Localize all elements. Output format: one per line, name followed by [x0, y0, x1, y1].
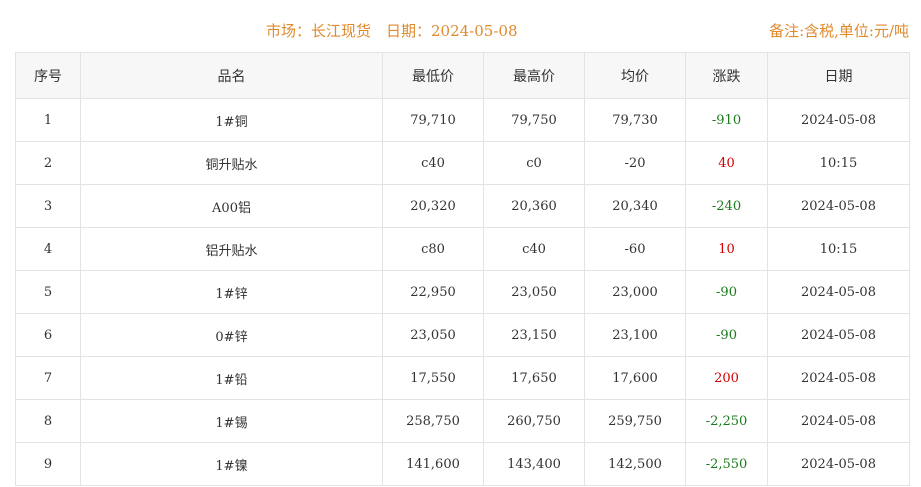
table-cell: c40: [382, 141, 484, 185]
table-cell: 23,100: [584, 313, 686, 357]
table-cell: 141,600: [382, 442, 484, 486]
table-cell: 2024-05-08: [767, 184, 910, 228]
table-cell: 23,150: [483, 313, 585, 357]
column-header: 均价: [584, 52, 686, 99]
table-cell: 40: [685, 141, 768, 185]
column-header: 涨跌: [685, 52, 768, 99]
table-cell: 1#铜: [80, 98, 383, 142]
table-cell: 4: [15, 227, 81, 271]
table-row: 8 1#锡 258,750 260,750 259,750 -2,250 2024-05-0…: [15, 399, 910, 443]
table-cell: 79,710: [382, 98, 484, 142]
table-cell: 铜升贴水: [80, 141, 383, 185]
table-cell: 3: [15, 184, 81, 228]
table-cell: 20,320: [382, 184, 484, 228]
table-cell: 17,650: [483, 356, 585, 400]
table-cell: 10:15: [767, 141, 910, 185]
table-cell: 17,550: [382, 356, 484, 400]
table-cell: 铝升贴水: [80, 227, 383, 271]
table-row: 3 A00铝 20,320 20,360 20,340 -240 2024-05-08: [15, 184, 910, 228]
page-header: 市场：长江现货 日期：2024-05-08 备注:含税,单位:元/吨: [0, 20, 921, 44]
table-cell: 17,600: [584, 356, 686, 400]
column-header: 序号: [15, 52, 81, 99]
table-row: 4 铝升贴水 c80 c40 -60 10 10:15: [15, 227, 910, 271]
table-cell: 1#镍: [80, 442, 383, 486]
table-cell: c40: [483, 227, 585, 271]
table-cell: 142,500: [584, 442, 686, 486]
table-cell: 2: [15, 141, 81, 185]
table-cell: 22,950: [382, 270, 484, 314]
table-cell: 20,360: [483, 184, 585, 228]
table-cell: 1#铅: [80, 356, 383, 400]
table-cell: 2024-05-08: [767, 313, 910, 357]
market-date-label: 市场：长江现货 日期：2024-05-08: [266, 22, 518, 40]
column-header: 最低价: [382, 52, 484, 99]
table-row: 6 0#锌 23,050 23,150 23,100 -90 2024-05-08: [15, 313, 910, 357]
table-cell: 6: [15, 313, 81, 357]
table-cell: 79,730: [584, 98, 686, 142]
table-row: 7 1#铅 17,550 17,650 17,600 200 2024-05-08: [15, 356, 910, 400]
table-cell: 2024-05-08: [767, 270, 910, 314]
table-cell: 2024-05-08: [767, 356, 910, 400]
table-cell: -240: [685, 184, 768, 228]
table-cell: 2024-05-08: [767, 98, 910, 142]
table-cell: c0: [483, 141, 585, 185]
table-cell: 200: [685, 356, 768, 400]
column-header: 日期: [767, 52, 910, 99]
unit-note: 备注:含税,单位:元/吨: [769, 22, 909, 40]
table-cell: 10: [685, 227, 768, 271]
column-header: 品名: [80, 52, 383, 99]
table-cell: c80: [382, 227, 484, 271]
table-cell: 1#锡: [80, 399, 383, 443]
table-cell: 79,750: [483, 98, 585, 142]
table-cell: 10:15: [767, 227, 910, 271]
table-row: 2 铜升贴水 c40 c0 -20 40 10:15: [15, 141, 910, 185]
table-cell: 258,750: [382, 399, 484, 443]
table-cell: 143,400: [483, 442, 585, 486]
table-cell: -2,550: [685, 442, 768, 486]
table-cell: A00铝: [80, 184, 383, 228]
table-cell: 23,050: [382, 313, 484, 357]
table-cell: 23,000: [584, 270, 686, 314]
table-cell: -90: [685, 270, 768, 314]
table-cell: 20,340: [584, 184, 686, 228]
table-row: 5 1#锌 22,950 23,050 23,000 -90 2024-05-08: [15, 270, 910, 314]
table-cell: 23,050: [483, 270, 585, 314]
table-cell: 2024-05-08: [767, 442, 910, 486]
table-cell: 1: [15, 98, 81, 142]
table-cell: -910: [685, 98, 768, 142]
table-cell: 0#锌: [80, 313, 383, 357]
table-cell: 260,750: [483, 399, 585, 443]
table-cell: -20: [584, 141, 686, 185]
table-cell: 1#锌: [80, 270, 383, 314]
table-cell: 5: [15, 270, 81, 314]
table-cell: -90: [685, 313, 768, 357]
table-row: 1 1#铜 79,710 79,750 79,730 -910 2024-05-08: [15, 98, 910, 142]
table-cell: 7: [15, 356, 81, 400]
table-cell: 2024-05-08: [767, 399, 910, 443]
column-header: 最高价: [483, 52, 585, 99]
table-cell: -60: [584, 227, 686, 271]
price-table: 序号 品名 最低价 最高价 均价 涨跌 日期 1 1#铜 79,710 79,750 79,730-…: [15, 52, 910, 486]
table-cell: 259,750: [584, 399, 686, 443]
table-cell: 8: [15, 399, 81, 443]
table-row: 9 1#镍 141,600 143,400 142,500 -2,550 2024-05-0…: [15, 442, 910, 486]
table-cell: 9: [15, 442, 81, 486]
table-cell: -2,250: [685, 399, 768, 443]
